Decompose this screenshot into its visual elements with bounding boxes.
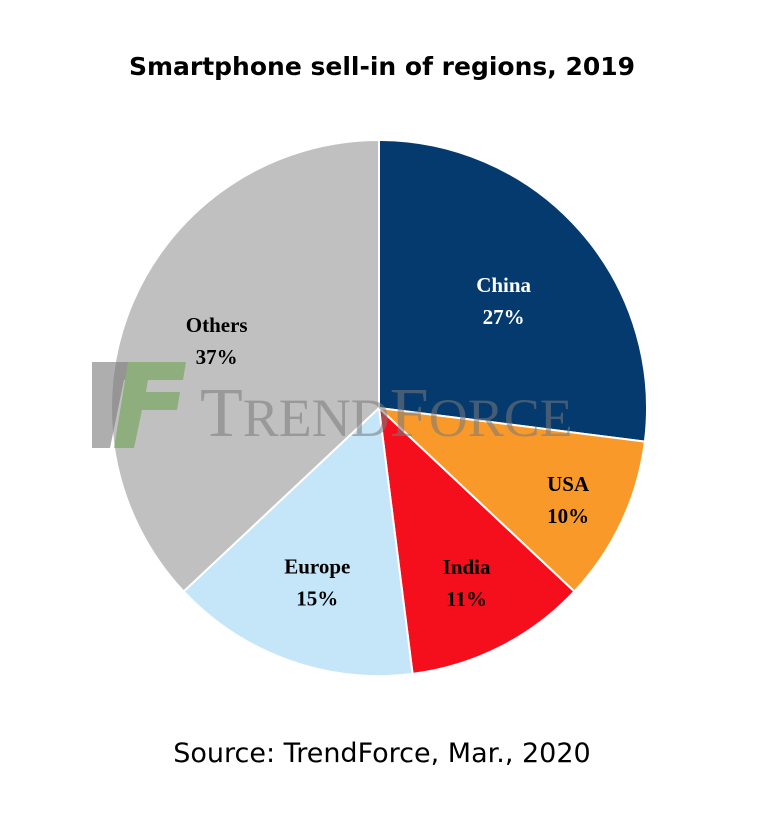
pie-labels: China 27% USA 10% India 11% Europe 15% Others 37%	[186, 273, 590, 611]
pie-slice-china	[378, 138, 648, 443]
trendforce-watermark: TRENDFORCE	[92, 362, 573, 452]
slice-value-india: 11%	[446, 587, 487, 611]
pie-slice-india	[377, 405, 576, 676]
watermark-text: TRENDFORCE	[200, 375, 573, 452]
slice-label-europe: Europe	[284, 554, 350, 578]
pie-slice-usa	[376, 406, 647, 593]
chart-title: Smartphone sell-in of regions, 2019	[128, 52, 636, 81]
slice-value-europe: 15%	[296, 586, 338, 610]
slice-value-usa: 10%	[547, 504, 589, 528]
slice-label-others: Others	[186, 313, 248, 337]
logo-green-shape	[114, 362, 186, 448]
slice-label-india: India	[443, 555, 491, 579]
pie-slices	[110, 138, 648, 677]
slice-label-china: China	[476, 273, 531, 297]
pie-slice-others	[110, 138, 380, 593]
trendforce-logo-icon	[92, 362, 186, 448]
slice-label-usa: USA	[547, 472, 590, 496]
pie-slice-europe	[182, 405, 414, 677]
logo-grey-shape	[92, 362, 182, 448]
chart-source: Source: TrendForce, Mar., 2020	[173, 738, 591, 769]
slice-value-others: 37%	[196, 345, 238, 369]
slice-value-china: 27%	[483, 305, 525, 329]
